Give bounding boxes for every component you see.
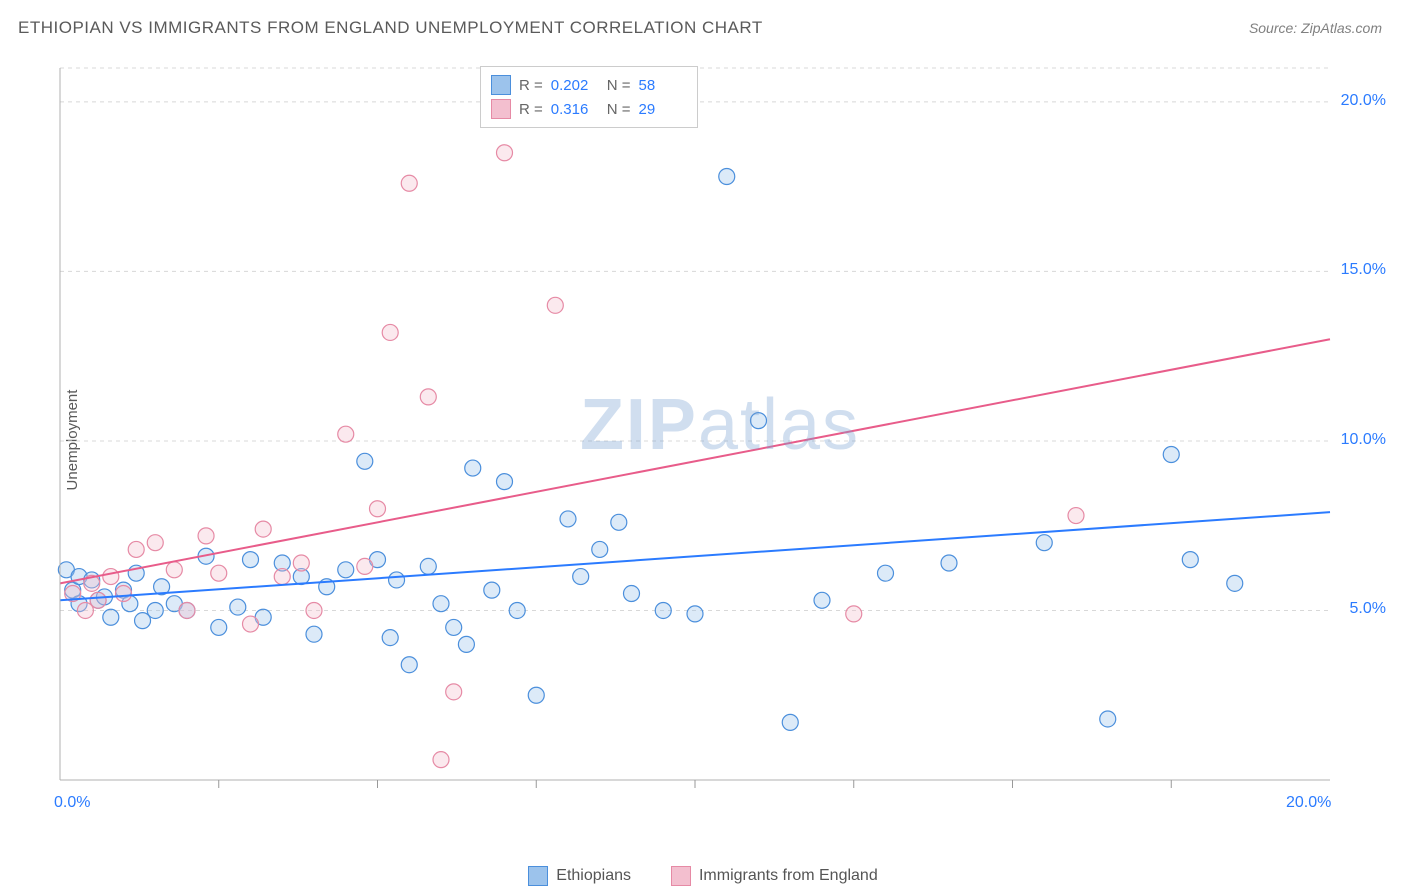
n-value: 29 xyxy=(639,101,687,118)
n-value: 58 xyxy=(639,77,687,94)
y-tick-label: 10.0% xyxy=(1341,431,1386,449)
legend-item: Immigrants from England xyxy=(671,866,878,886)
y-tick-label: 15.0% xyxy=(1341,261,1386,279)
swatch-icon xyxy=(528,866,548,886)
header: ETHIOPIAN VS IMMIGRANTS FROM ENGLAND UNE… xyxy=(0,0,1406,46)
stats-row: R = 0.202 N = 58 xyxy=(491,73,687,97)
swatch-icon xyxy=(671,866,691,886)
r-value: 0.202 xyxy=(551,77,599,94)
x-tick-label: 20.0% xyxy=(1286,794,1331,812)
legend-label: Immigrants from England xyxy=(699,867,878,885)
y-tick-label: 5.0% xyxy=(1350,600,1386,618)
source-label: Source: ZipAtlas.com xyxy=(1249,20,1382,36)
stats-row: R = 0.316 N = 29 xyxy=(491,97,687,121)
n-label: N = xyxy=(607,101,631,118)
r-label: R = xyxy=(519,77,543,94)
swatch-icon xyxy=(491,75,511,95)
chart-title: ETHIOPIAN VS IMMIGRANTS FROM ENGLAND UNE… xyxy=(18,18,763,38)
swatch-icon xyxy=(491,99,511,119)
legend-item: Ethiopians xyxy=(528,866,631,886)
y-tick-label: 20.0% xyxy=(1341,92,1386,110)
n-label: N = xyxy=(607,77,631,94)
scatter-plot xyxy=(50,60,1390,820)
x-tick-label: 0.0% xyxy=(54,794,90,812)
stats-legend: R = 0.202 N = 58 R = 0.316 N = 29 xyxy=(480,66,698,128)
r-label: R = xyxy=(519,101,543,118)
bottom-legend: Ethiopians Immigrants from England xyxy=(0,866,1406,886)
r-value: 0.316 xyxy=(551,101,599,118)
legend-label: Ethiopians xyxy=(556,867,631,885)
chart-area: Unemployment ZIPatlas R = 0.202 N = 58 R… xyxy=(50,60,1390,820)
